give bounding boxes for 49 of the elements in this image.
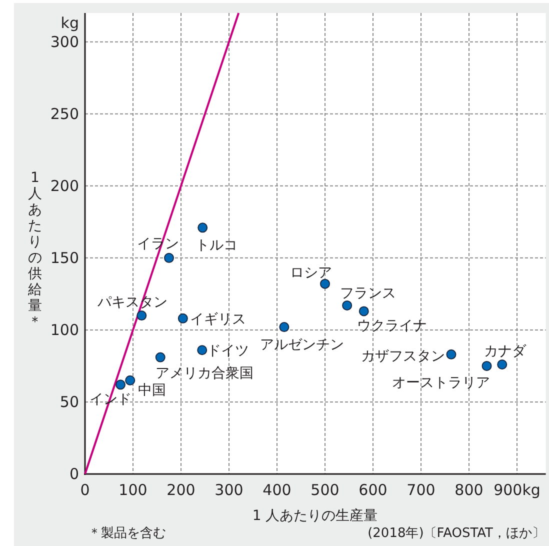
y-tick-label: 50: [60, 392, 79, 411]
text: ＊製品を含む: [88, 526, 166, 541]
x-tick-label: 800: [454, 481, 484, 499]
x-tick-label: 700: [406, 481, 436, 499]
x-tick-label: 400: [262, 481, 292, 499]
point: [482, 360, 492, 371]
x-tick-label: 500: [310, 481, 340, 499]
annotation: イギリス: [190, 311, 246, 328]
point: [136, 310, 147, 321]
point: [358, 306, 369, 316]
point: [342, 300, 352, 310]
point: [197, 345, 208, 356]
x-tick-label: 600: [358, 481, 388, 499]
annotation: カナダ: [484, 344, 528, 360]
point: [125, 375, 136, 386]
y-tick-label: 0: [69, 465, 79, 483]
point: [279, 322, 290, 332]
text: kg: [60, 14, 79, 32]
x-tick-label: 300: [214, 481, 244, 499]
point: [116, 380, 126, 390]
point: [446, 349, 456, 360]
x-tick-label: 900kg: [494, 481, 540, 499]
point: [198, 222, 208, 233]
x-axis-title: 1 人あたりの生産量: [252, 508, 378, 524]
point: [155, 352, 166, 362]
annotation: ロシア: [290, 264, 332, 281]
text: (2018年)〔FAOSTAT，ほか〕: [368, 526, 545, 541]
annotation: フランス: [340, 285, 396, 302]
x-tick-label: 100: [118, 481, 148, 499]
y-tick-label: 200: [50, 176, 79, 195]
annotation: トルコ: [196, 238, 238, 254]
annotation: オーストラリア: [392, 374, 490, 391]
x-tick-label: 0: [80, 481, 90, 499]
y-tick-label: 250: [50, 104, 79, 123]
annotation: ドイツ: [207, 343, 250, 360]
point: [497, 360, 508, 370]
y-tick-label: 150: [50, 248, 79, 267]
text: 1人あたりの供給量＊: [28, 170, 42, 330]
point: [164, 252, 174, 263]
annotation: カザフスタン: [361, 348, 446, 364]
annotation: 中国: [138, 382, 166, 398]
x-tick-label: 200: [166, 481, 196, 499]
annotation: ウクライナ: [356, 318, 427, 334]
point: [178, 313, 188, 324]
point: [320, 278, 330, 289]
y-tick-label: 300: [50, 32, 79, 51]
annotation: アルゼンチン: [260, 337, 344, 354]
annotation: アメリカ合衆国: [155, 365, 254, 382]
y-tick-label: 100: [50, 320, 79, 339]
